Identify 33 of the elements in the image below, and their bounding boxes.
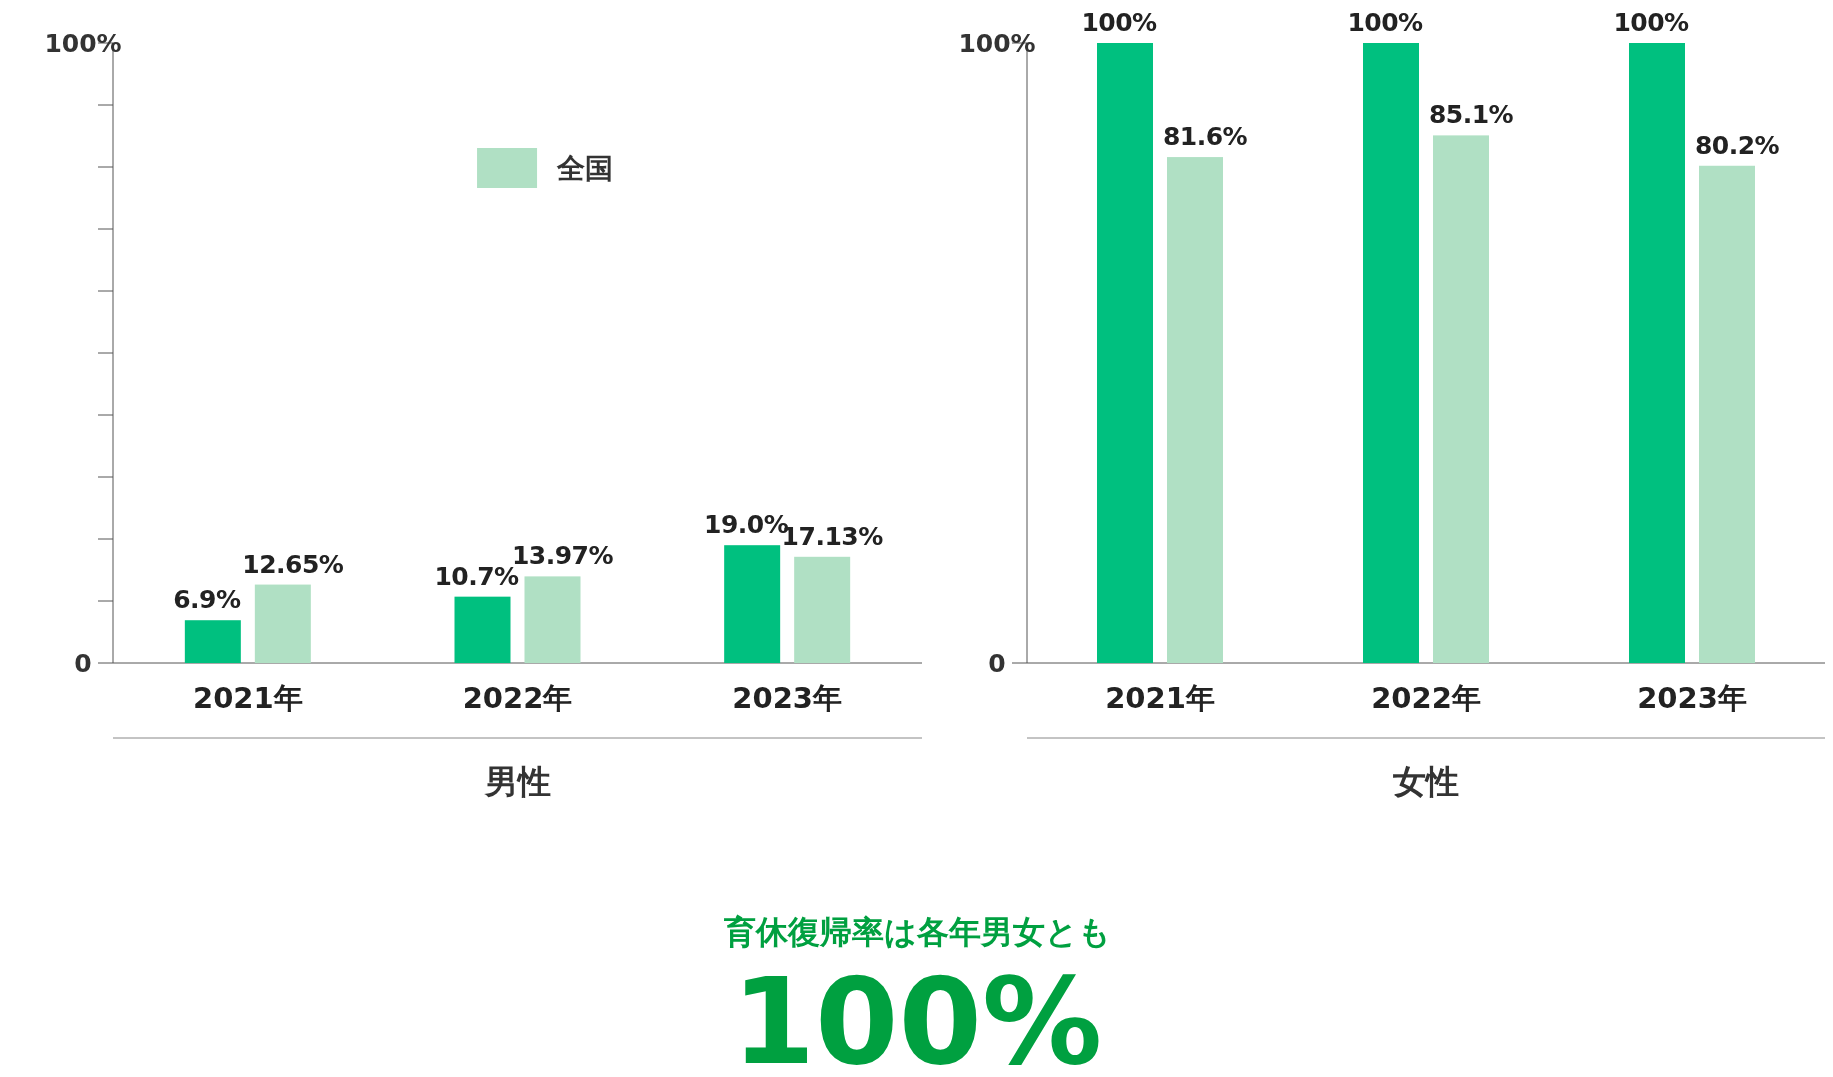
bar (254, 584, 311, 663)
bar (1097, 43, 1153, 663)
data-label: 12.65% (242, 549, 344, 579)
x-axis-title: 女性 (1392, 762, 1459, 801)
y-tick-label: 0 (74, 648, 92, 678)
bar (724, 545, 781, 663)
bar (524, 576, 581, 663)
bar (1433, 135, 1489, 663)
text: 100% (731, 952, 1103, 1077)
bar (184, 620, 241, 663)
legend-label: 全国 (556, 151, 614, 185)
bar (794, 556, 851, 663)
x-tick-label: 2022年 (462, 681, 573, 715)
x-tick-label: 2023年 (1637, 681, 1747, 715)
bar (1629, 43, 1685, 663)
data-label: 81.6% (1162, 122, 1248, 152)
data-label: 6.9% (173, 585, 241, 615)
x-tick-label: 2021年 (192, 681, 303, 715)
x-tick-label: 2021年 (1105, 681, 1215, 715)
data-label: 85.1% (1428, 100, 1514, 130)
bar (454, 596, 511, 663)
bar (1167, 157, 1223, 663)
bar (1699, 165, 1755, 663)
data-label: 100% (1613, 8, 1690, 37)
data-label: 100% (1347, 8, 1424, 37)
x-tick-label: 2022年 (1371, 681, 1481, 715)
text: 育休復帰率は各年男女とも (722, 913, 1111, 951)
x-tick-label: 2023年 (732, 681, 843, 715)
data-label: 80.2% (1694, 130, 1780, 160)
y-tick-label: 0 (988, 648, 1006, 678)
bar (1363, 43, 1419, 663)
x-axis-title: 男性 (483, 762, 551, 801)
data-label: 100% (1081, 8, 1158, 37)
